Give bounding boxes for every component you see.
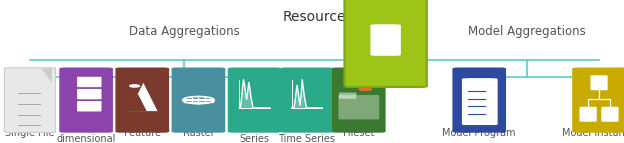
Text: Referenced
Time Series: Referenced Time Series — [278, 122, 336, 143]
Polygon shape — [129, 83, 157, 111]
FancyBboxPatch shape — [77, 89, 85, 99]
FancyBboxPatch shape — [590, 75, 608, 90]
FancyBboxPatch shape — [59, 67, 113, 133]
FancyBboxPatch shape — [374, 25, 401, 56]
FancyBboxPatch shape — [77, 77, 85, 87]
FancyBboxPatch shape — [374, 24, 401, 55]
FancyBboxPatch shape — [93, 77, 102, 87]
FancyBboxPatch shape — [572, 67, 624, 133]
Text: Data Aggregations: Data Aggregations — [129, 25, 240, 38]
FancyBboxPatch shape — [280, 67, 334, 133]
Text: Model Aggregations: Model Aggregations — [469, 25, 586, 38]
FancyBboxPatch shape — [4, 68, 56, 132]
FancyBboxPatch shape — [344, 0, 427, 87]
FancyBboxPatch shape — [332, 67, 386, 133]
FancyBboxPatch shape — [172, 67, 225, 133]
Polygon shape — [291, 80, 322, 108]
FancyBboxPatch shape — [115, 67, 169, 133]
FancyBboxPatch shape — [93, 89, 102, 99]
Polygon shape — [239, 80, 270, 108]
Text: Feature: Feature — [124, 128, 161, 138]
FancyBboxPatch shape — [228, 67, 281, 133]
Text: Fileset: Fileset — [343, 128, 374, 138]
Text: Single File: Single File — [5, 128, 55, 138]
Text: Raster: Raster — [183, 128, 214, 138]
FancyBboxPatch shape — [338, 95, 379, 119]
FancyBboxPatch shape — [93, 101, 102, 112]
Circle shape — [359, 88, 371, 91]
FancyBboxPatch shape — [462, 78, 492, 125]
Text: Multi-
dimensional: Multi- dimensional — [56, 122, 116, 143]
FancyBboxPatch shape — [85, 77, 94, 87]
FancyBboxPatch shape — [452, 67, 506, 133]
FancyBboxPatch shape — [85, 89, 94, 99]
Polygon shape — [42, 69, 52, 83]
FancyBboxPatch shape — [467, 78, 498, 125]
FancyBboxPatch shape — [580, 107, 597, 122]
Text: Model Instance: Model Instance — [562, 128, 624, 138]
FancyBboxPatch shape — [85, 101, 94, 112]
FancyBboxPatch shape — [371, 24, 397, 55]
Polygon shape — [127, 94, 147, 111]
FancyBboxPatch shape — [371, 25, 397, 56]
FancyBboxPatch shape — [77, 101, 85, 112]
Text: Time
Series: Time Series — [240, 122, 270, 143]
FancyBboxPatch shape — [602, 107, 618, 122]
Circle shape — [130, 85, 139, 87]
Text: Model Program: Model Program — [442, 128, 516, 138]
Text: Resource: Resource — [283, 10, 346, 24]
FancyBboxPatch shape — [339, 93, 356, 99]
